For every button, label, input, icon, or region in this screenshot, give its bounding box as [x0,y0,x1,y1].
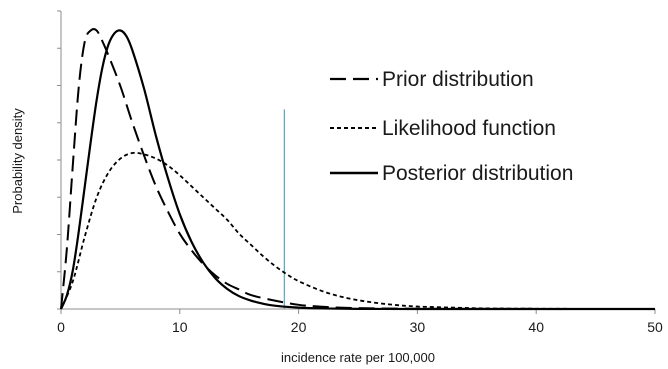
legend-label-2: Posterior distribution [382,162,573,185]
series-line-likelihood-function [60,151,656,310]
y-axis-label: Probability density [10,108,25,214]
y-axis [57,10,62,310]
x-tick-label: 40 [528,319,544,335]
x-tick-label: 0 [57,319,65,335]
x-axis: 0 10 20 30 40 50 [57,308,663,335]
x-tick-label: 30 [410,319,426,335]
plot-series [59,28,656,311]
x-tick-label: 10 [172,319,188,335]
legend: Prior distribution Likelihood function Pos… [330,68,573,185]
series-line-posterior-distribution [59,29,655,311]
x-tick-label: 20 [291,319,307,335]
legend-label-0: Prior distribution [382,68,534,91]
x-tick-label: 50 [647,319,663,335]
x-axis-label: incidence rate per 100,000 [281,350,435,365]
legend-label-1: Likelihood function [382,117,556,140]
